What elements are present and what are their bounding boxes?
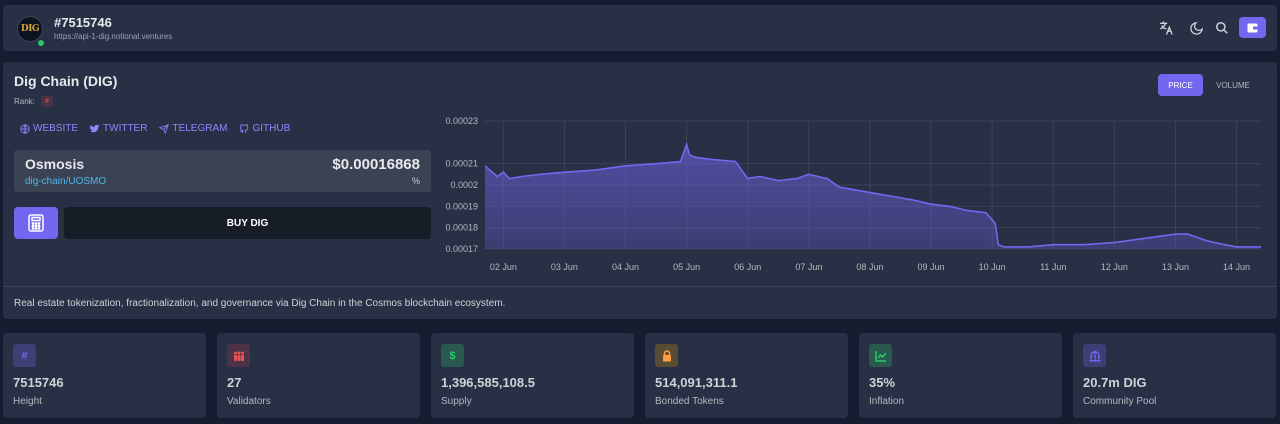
stat-value: 27 xyxy=(227,375,242,390)
lock-icon xyxy=(655,344,678,367)
github-link[interactable]: GITHUB xyxy=(239,123,290,134)
stat-value: 514,091,311.1 xyxy=(655,375,738,390)
logo-text: DIG xyxy=(20,24,40,34)
y-tick-label: 0.00019 xyxy=(445,201,478,211)
y-tick-label: 0.00018 xyxy=(445,223,478,233)
globe-icon xyxy=(20,123,30,134)
y-tick-label: 0.00023 xyxy=(445,116,478,126)
price-line xyxy=(484,141,1261,248)
x-tick-label: 14 Jun xyxy=(1223,262,1250,272)
stat-label: Supply xyxy=(441,396,472,407)
stat-value: 20.7m DIG xyxy=(1083,375,1147,390)
price-area xyxy=(485,144,1261,249)
stat-label: Inflation xyxy=(869,396,905,407)
stat-value: 7515746 xyxy=(13,375,64,390)
y-tick-label: 0.0002 xyxy=(450,180,478,190)
stat-value: 1,396,585,108.5 xyxy=(441,375,535,390)
hash-icon: # xyxy=(13,344,36,367)
x-tick-label: 05 Jun xyxy=(673,262,700,272)
chart-toggle: PRICE VOLUME xyxy=(1158,74,1259,96)
stat-value: 35% xyxy=(869,375,896,390)
x-tick-label: 04 Jun xyxy=(612,262,639,272)
x-tick-label: 03 Jun xyxy=(551,262,578,272)
rank-badge: # xyxy=(41,96,53,107)
stat-label: Bonded Tokens xyxy=(655,396,724,407)
price-tab[interactable]: PRICE xyxy=(1158,74,1203,96)
coin-links: WEBSITE TWITTER TELEGRAM GITHUB xyxy=(20,123,290,134)
telegram-icon xyxy=(159,123,170,134)
wallet-button[interactable] xyxy=(1239,17,1266,38)
coin-overview-card: Dig Chain (DIG) Rank: # WEBSITE TWITTER … xyxy=(3,62,1277,319)
stat-label: Height xyxy=(13,396,42,407)
twitter-link-label: TWITTER xyxy=(103,123,148,134)
market-ticker[interactable]: Osmosis dig-chain/UOSMO $0.00016868 % xyxy=(14,150,431,192)
stat-card-community-pool: 20.7m DIG Community Pool xyxy=(1073,333,1276,418)
ticker-price: $0.00016868 xyxy=(332,156,420,173)
chain-logo[interactable]: DIG xyxy=(17,16,43,42)
ticker-market: Osmosis xyxy=(25,156,85,172)
stat-card-validators: 27 Validators xyxy=(217,333,420,418)
stat-label: Community Pool xyxy=(1083,396,1157,407)
stat-card-height: # 7515746 Height xyxy=(3,333,206,418)
x-tick-label: 13 Jun xyxy=(1162,262,1189,272)
telegram-link[interactable]: TELEGRAM xyxy=(159,123,227,134)
stat-card-supply: $ 1,396,585,108.5 Supply xyxy=(431,333,634,418)
calculator-icon xyxy=(28,214,44,232)
dollar-icon: $ xyxy=(441,344,464,367)
moon-icon[interactable] xyxy=(1187,19,1205,37)
search-icon[interactable] xyxy=(1213,19,1231,37)
y-tick-label: 0.00021 xyxy=(445,159,478,169)
bank-icon xyxy=(1083,344,1106,367)
x-tick-label: 09 Jun xyxy=(918,262,945,272)
telegram-link-label: TELEGRAM xyxy=(172,123,228,134)
x-tick-label: 11 Jun xyxy=(1040,262,1066,272)
x-tick-label: 12 Jun xyxy=(1101,262,1128,272)
translate-icon[interactable] xyxy=(1157,19,1175,37)
price-chart[interactable]: 0.00023 0.00021 0.0002 0.00019 0.00018 0.0001… xyxy=(435,112,1267,282)
github-icon xyxy=(240,123,249,133)
website-link[interactable]: WEBSITE xyxy=(20,123,78,134)
twitter-icon xyxy=(90,124,100,132)
x-tick-label: 10 Jun xyxy=(979,262,1006,272)
endpoint-url[interactable]: https://api-1-dig.notional.ventures xyxy=(54,32,173,41)
people-icon xyxy=(227,344,250,367)
ticker-change: % xyxy=(411,176,420,186)
block-height-title: #7515746 xyxy=(54,15,112,30)
ticker-pair[interactable]: dig-chain/UOSMO xyxy=(25,176,107,187)
x-tick-label: 06 Jun xyxy=(734,262,761,272)
x-tick-label: 08 Jun xyxy=(856,262,883,272)
coin-title: Dig Chain (DIG) xyxy=(14,73,118,89)
twitter-link[interactable]: TWITTER xyxy=(90,123,147,134)
website-link-label: WEBSITE xyxy=(33,123,79,134)
rank-label: Rank: xyxy=(14,97,35,106)
github-link-label: GITHUB xyxy=(252,123,291,134)
divider xyxy=(3,286,1277,287)
volume-tab[interactable]: VOLUME xyxy=(1216,80,1250,90)
navbar: DIG #7515746 https://api-1-dig.notional.… xyxy=(3,5,1277,51)
x-tick-label: 02 Jun xyxy=(490,262,517,272)
chart-icon xyxy=(869,344,892,367)
y-tick-label: 0.00017 xyxy=(445,244,478,254)
x-tick-label: 07 Jun xyxy=(795,262,822,272)
stat-label: Validators xyxy=(227,396,271,407)
stat-card-bonded: 514,091,311.1 Bonded Tokens xyxy=(645,333,848,418)
coin-description: Real estate tokenization, fractionalizat… xyxy=(14,298,506,309)
wallet-icon xyxy=(1247,23,1258,32)
calculator-button[interactable] xyxy=(14,207,58,239)
buy-button[interactable]: BUY DIG xyxy=(64,207,431,239)
online-status-dot xyxy=(37,39,45,47)
stat-card-inflation: 35% Inflation xyxy=(859,333,1062,418)
